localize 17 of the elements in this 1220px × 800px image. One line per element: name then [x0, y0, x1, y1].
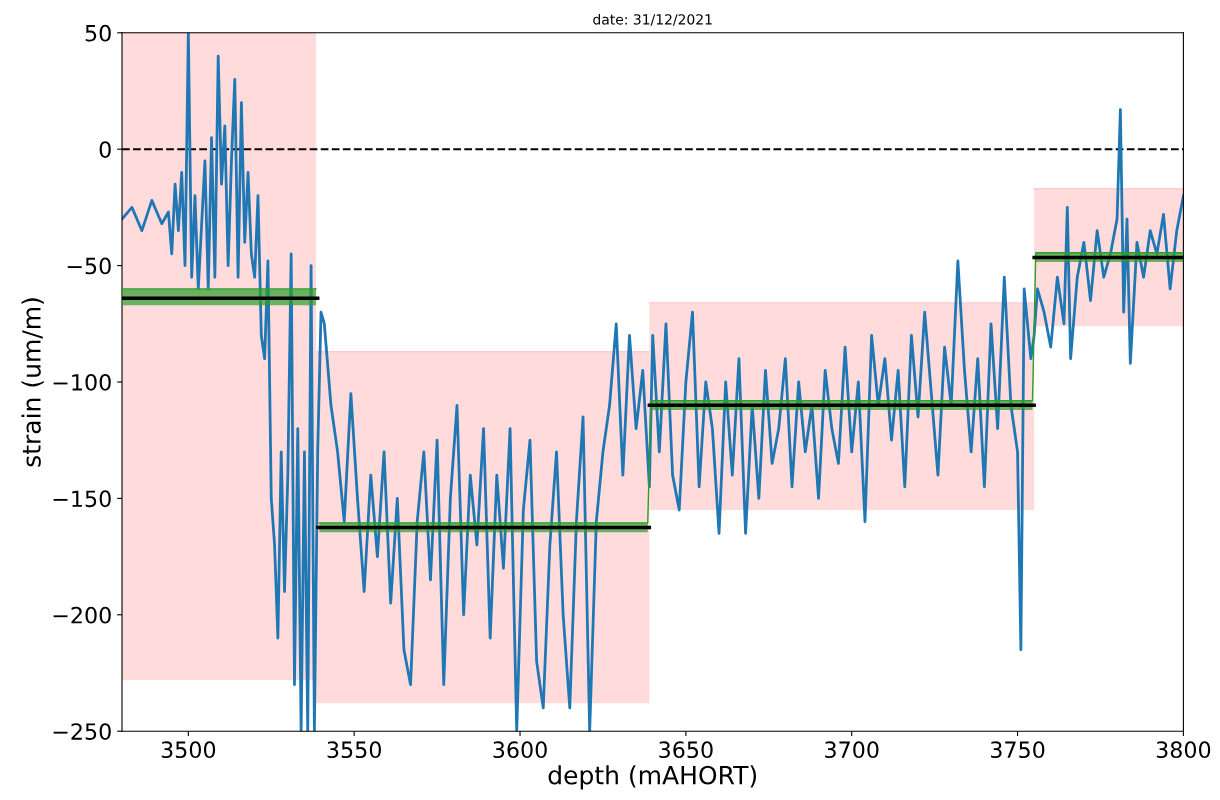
x-tick-label: 3650: [659, 741, 713, 759]
y-tick-label: −250: [53, 723, 111, 740]
x-tick-label: 3800: [1156, 741, 1211, 759]
x-tick-label: 3550: [327, 741, 381, 759]
y-tick-label: −100: [53, 373, 111, 391]
y-axis-title: strain (um/m): [21, 298, 44, 467]
x-tick-label: 3500: [161, 741, 216, 759]
y-tick-label: −200: [53, 606, 111, 624]
x-tick-label: 3600: [493, 741, 547, 759]
x-tick-label: 3750: [990, 741, 1045, 759]
x-axis-title: depth (mAHORT): [548, 765, 757, 790]
chart-title: date: 31/12/2021: [593, 13, 712, 26]
y-tick-label: −150: [53, 490, 111, 508]
y-tick-label: −50: [67, 257, 111, 275]
y-tick-label: 50: [85, 24, 111, 42]
x-tick-label: 3700: [825, 741, 879, 759]
y-tick-label: 0: [99, 141, 111, 158]
